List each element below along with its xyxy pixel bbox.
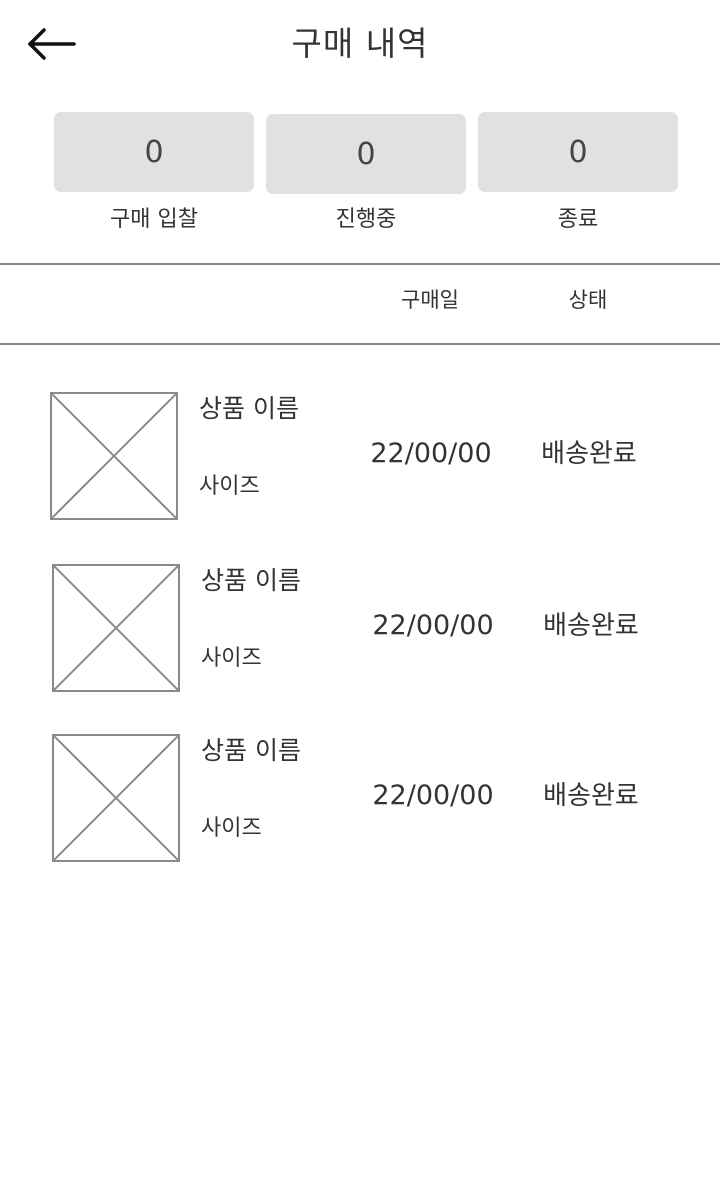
stat-in-progress: 0 진행중 (266, 114, 466, 235)
product-name: 상품 이름 (201, 566, 301, 595)
stat-in-progress-label: 진행중 (335, 207, 397, 232)
page-title: 구매 내역 (291, 24, 429, 63)
column-header-status: 상태 (568, 288, 608, 312)
purchase-date: 22/00/00 (372, 780, 494, 811)
image-placeholder-icon (54, 736, 178, 860)
arrow-left-icon (28, 28, 76, 60)
product-size: 사이즈 (199, 474, 260, 499)
order-status: 배송완료 (543, 781, 639, 811)
stat-completed-label: 종료 (557, 207, 599, 232)
product-name: 상품 이름 (199, 394, 299, 423)
stat-bidding-label: 구매 입찰 (110, 207, 198, 232)
list-item[interactable]: 상품 이름 사이즈 22/00/00 배송완료 (0, 564, 720, 694)
divider-top (0, 263, 720, 265)
column-header-date: 구매일 (401, 288, 459, 312)
product-image (52, 564, 180, 692)
stat-completed: 0 종료 (478, 112, 678, 235)
back-button[interactable] (26, 24, 78, 64)
product-size: 사이즈 (201, 816, 262, 841)
product-image (50, 392, 178, 520)
order-status: 배송완료 (543, 611, 639, 641)
image-placeholder-icon (52, 394, 176, 518)
product-size: 사이즈 (201, 646, 262, 671)
purchase-date: 22/00/00 (370, 438, 492, 469)
product-image (52, 734, 180, 862)
divider-bottom (0, 343, 720, 345)
stat-in-progress-count[interactable]: 0 (266, 114, 466, 194)
image-placeholder-icon (54, 566, 178, 690)
list-item[interactable]: 상품 이름 사이즈 22/00/00 배송완료 (0, 392, 720, 522)
purchase-date: 22/00/00 (372, 610, 494, 641)
stat-bidding: 0 구매 입찰 (54, 112, 254, 235)
product-name: 상품 이름 (201, 736, 301, 765)
order-status: 배송완료 (541, 439, 637, 469)
list-item[interactable]: 상품 이름 사이즈 22/00/00 배송완료 (0, 734, 720, 864)
stat-completed-count[interactable]: 0 (478, 112, 678, 192)
stat-bidding-count[interactable]: 0 (54, 112, 254, 192)
